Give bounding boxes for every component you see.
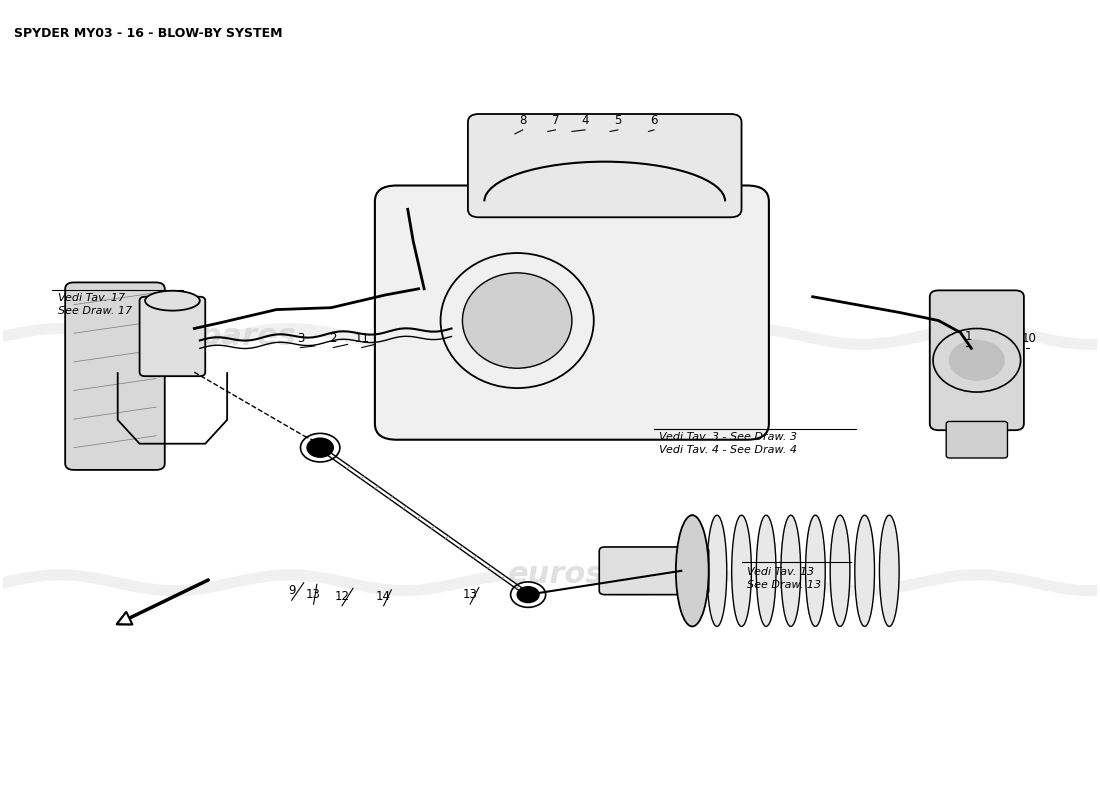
- Ellipse shape: [805, 515, 825, 626]
- Text: 9: 9: [288, 584, 296, 597]
- FancyBboxPatch shape: [468, 114, 741, 218]
- Text: 13: 13: [306, 588, 321, 601]
- Circle shape: [949, 341, 1004, 380]
- Text: 14: 14: [376, 590, 392, 602]
- Text: 2: 2: [330, 331, 337, 345]
- Ellipse shape: [781, 515, 801, 626]
- Ellipse shape: [732, 515, 751, 626]
- Text: 5: 5: [614, 114, 622, 127]
- Text: 6: 6: [650, 114, 658, 127]
- Ellipse shape: [462, 273, 572, 368]
- Ellipse shape: [707, 515, 727, 626]
- Text: 1: 1: [965, 330, 971, 343]
- Ellipse shape: [145, 290, 200, 310]
- Text: 13: 13: [463, 588, 477, 601]
- Text: eurospares: eurospares: [508, 560, 701, 590]
- Text: 8: 8: [519, 114, 526, 127]
- Text: 11: 11: [354, 331, 370, 345]
- FancyBboxPatch shape: [375, 186, 769, 440]
- Ellipse shape: [675, 515, 708, 626]
- Circle shape: [517, 586, 539, 602]
- Text: Vedi Tav. 17
See Draw. 17: Vedi Tav. 17 See Draw. 17: [57, 293, 132, 316]
- Ellipse shape: [757, 515, 776, 626]
- FancyBboxPatch shape: [140, 297, 206, 376]
- Ellipse shape: [855, 515, 875, 626]
- Text: SPYDER MY03 - 16 - BLOW-BY SYSTEM: SPYDER MY03 - 16 - BLOW-BY SYSTEM: [13, 26, 283, 40]
- Text: eurospares: eurospares: [103, 322, 296, 351]
- Text: 4: 4: [581, 114, 589, 127]
- Ellipse shape: [879, 515, 899, 626]
- Text: 12: 12: [334, 590, 350, 602]
- FancyBboxPatch shape: [65, 282, 165, 470]
- Ellipse shape: [682, 515, 702, 626]
- FancyBboxPatch shape: [600, 547, 708, 594]
- FancyBboxPatch shape: [930, 290, 1024, 430]
- FancyBboxPatch shape: [946, 422, 1008, 458]
- Text: Vedi Tav. 3 - See Draw. 3
Vedi Tav. 4 - See Draw. 4: Vedi Tav. 3 - See Draw. 3 Vedi Tav. 4 - …: [659, 432, 798, 455]
- Text: 3: 3: [297, 331, 305, 345]
- Ellipse shape: [830, 515, 850, 626]
- Text: 7: 7: [552, 114, 559, 127]
- Text: Vedi Tav. 13
See Draw. 13: Vedi Tav. 13 See Draw. 13: [747, 567, 821, 590]
- Text: 10: 10: [1022, 332, 1037, 346]
- Circle shape: [307, 438, 333, 457]
